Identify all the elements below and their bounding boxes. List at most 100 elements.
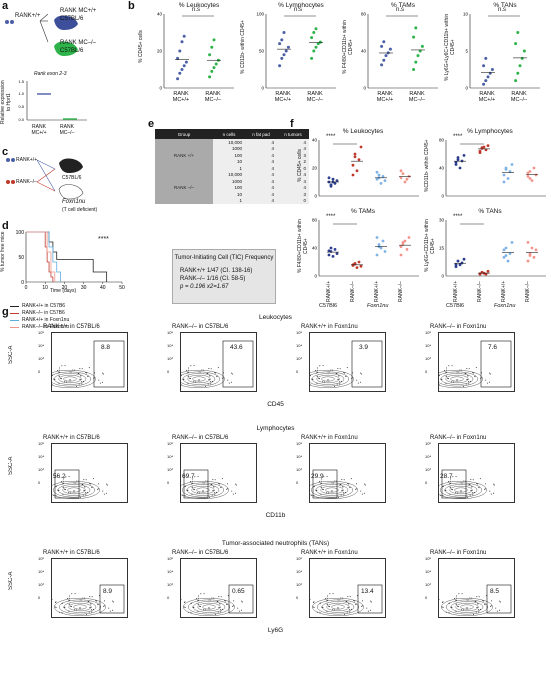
facs-y-tick: 10⁵ [296, 556, 303, 561]
data-point [282, 53, 286, 57]
data-point [456, 156, 460, 159]
event-dot [320, 486, 322, 488]
data-point [528, 177, 532, 180]
facs-y-tick: 10⁴ [296, 343, 303, 348]
data-point [312, 31, 316, 34]
km-series-0 [26, 231, 108, 282]
event-dot [65, 476, 67, 478]
event-dot [448, 603, 450, 605]
data-point [176, 77, 180, 81]
event-dot [328, 379, 330, 381]
panel-f-sig-0: **** [326, 134, 336, 140]
event-dot [450, 381, 452, 383]
tic-cell: 4 [245, 158, 277, 165]
panel-f-cat-3-3: RANK–/– [525, 281, 531, 302]
km-legend-item: RANK+/+ in C57B6 [10, 303, 69, 310]
event-dot [369, 609, 371, 611]
data-point [399, 169, 403, 173]
event-dot [329, 593, 331, 595]
event-dot [188, 367, 190, 369]
panel-f-cat-2-0: RANK+/+ [326, 280, 332, 302]
data-point [458, 263, 462, 267]
event-dot [109, 610, 111, 612]
event-dot [71, 593, 73, 595]
event-dot [226, 483, 228, 485]
event-dot [474, 600, 476, 602]
contour [52, 370, 96, 388]
event-dot [81, 483, 83, 485]
data-point [490, 68, 494, 71]
contour [181, 371, 220, 387]
data-point [460, 261, 464, 265]
facs-y-tick: 10⁵ [296, 330, 303, 335]
data-point [488, 71, 492, 75]
data-point [412, 68, 416, 71]
event-dot [73, 482, 75, 484]
event-dot [205, 385, 207, 387]
data-point [380, 63, 384, 67]
event-dot [344, 491, 346, 493]
facs-plot [309, 443, 386, 503]
event-dot [74, 593, 76, 595]
event-dot [192, 478, 194, 480]
event-dot [187, 490, 189, 492]
contour [58, 374, 82, 384]
event-dot [196, 492, 198, 494]
event-dot [220, 611, 222, 613]
event-dot [81, 383, 83, 385]
data-point [310, 36, 314, 40]
contour [455, 602, 479, 612]
contour [202, 604, 216, 610]
event-dot [467, 496, 469, 498]
event-dot [355, 488, 357, 490]
panel-b-plot-1: 0 50 100 [256, 12, 336, 91]
facs-plot [309, 558, 386, 618]
event-dot [340, 380, 342, 382]
event-dot [334, 480, 336, 482]
data-point [506, 259, 510, 263]
data-point [210, 69, 214, 73]
facs-gate [228, 584, 254, 614]
event-dot [199, 379, 201, 381]
event-dot [489, 490, 491, 492]
event-dot [318, 377, 320, 379]
tic-cell: 100 [213, 184, 245, 191]
data-point [384, 54, 388, 58]
panel-f-title-2: % TAMs [351, 208, 375, 215]
event-dot [92, 478, 94, 480]
event-dot [78, 607, 80, 609]
event-dot [348, 606, 350, 608]
event-dot [52, 375, 53, 377]
event-dot [311, 378, 313, 380]
event-dot [217, 611, 219, 613]
event-dot [213, 486, 215, 488]
event-dot [484, 488, 486, 490]
event-dot [455, 603, 457, 605]
event-dot [338, 496, 340, 498]
panel-b-plot-0: 0 20 40 [157, 12, 234, 91]
facs-gate-pct: 56.2 [53, 473, 66, 480]
contour [439, 370, 483, 388]
event-dot [361, 605, 363, 607]
panel-c-schematic [6, 158, 84, 200]
data-point [420, 44, 424, 48]
tic-header: n tumors [277, 129, 309, 139]
event-dot [187, 372, 189, 374]
contour [450, 376, 464, 382]
panel-f-strain-a-3: C57Bl6 [446, 303, 465, 309]
tick-label: 40 [312, 246, 318, 251]
facs-plot [51, 558, 128, 618]
data-point [333, 182, 337, 185]
facs-y-tick: 10⁵ [296, 441, 303, 446]
facs-y-tick: 10³ [38, 467, 44, 472]
event-dot [106, 484, 108, 486]
tic-group: RANK +/+ [155, 139, 213, 172]
tick-label: 0 [159, 86, 162, 91]
panel-label-e: e [148, 118, 155, 130]
event-dot [356, 595, 358, 597]
event-dot [190, 365, 192, 367]
data-point [176, 56, 180, 60]
event-dot [91, 486, 93, 488]
data-point [383, 250, 387, 253]
data-point [462, 154, 466, 157]
